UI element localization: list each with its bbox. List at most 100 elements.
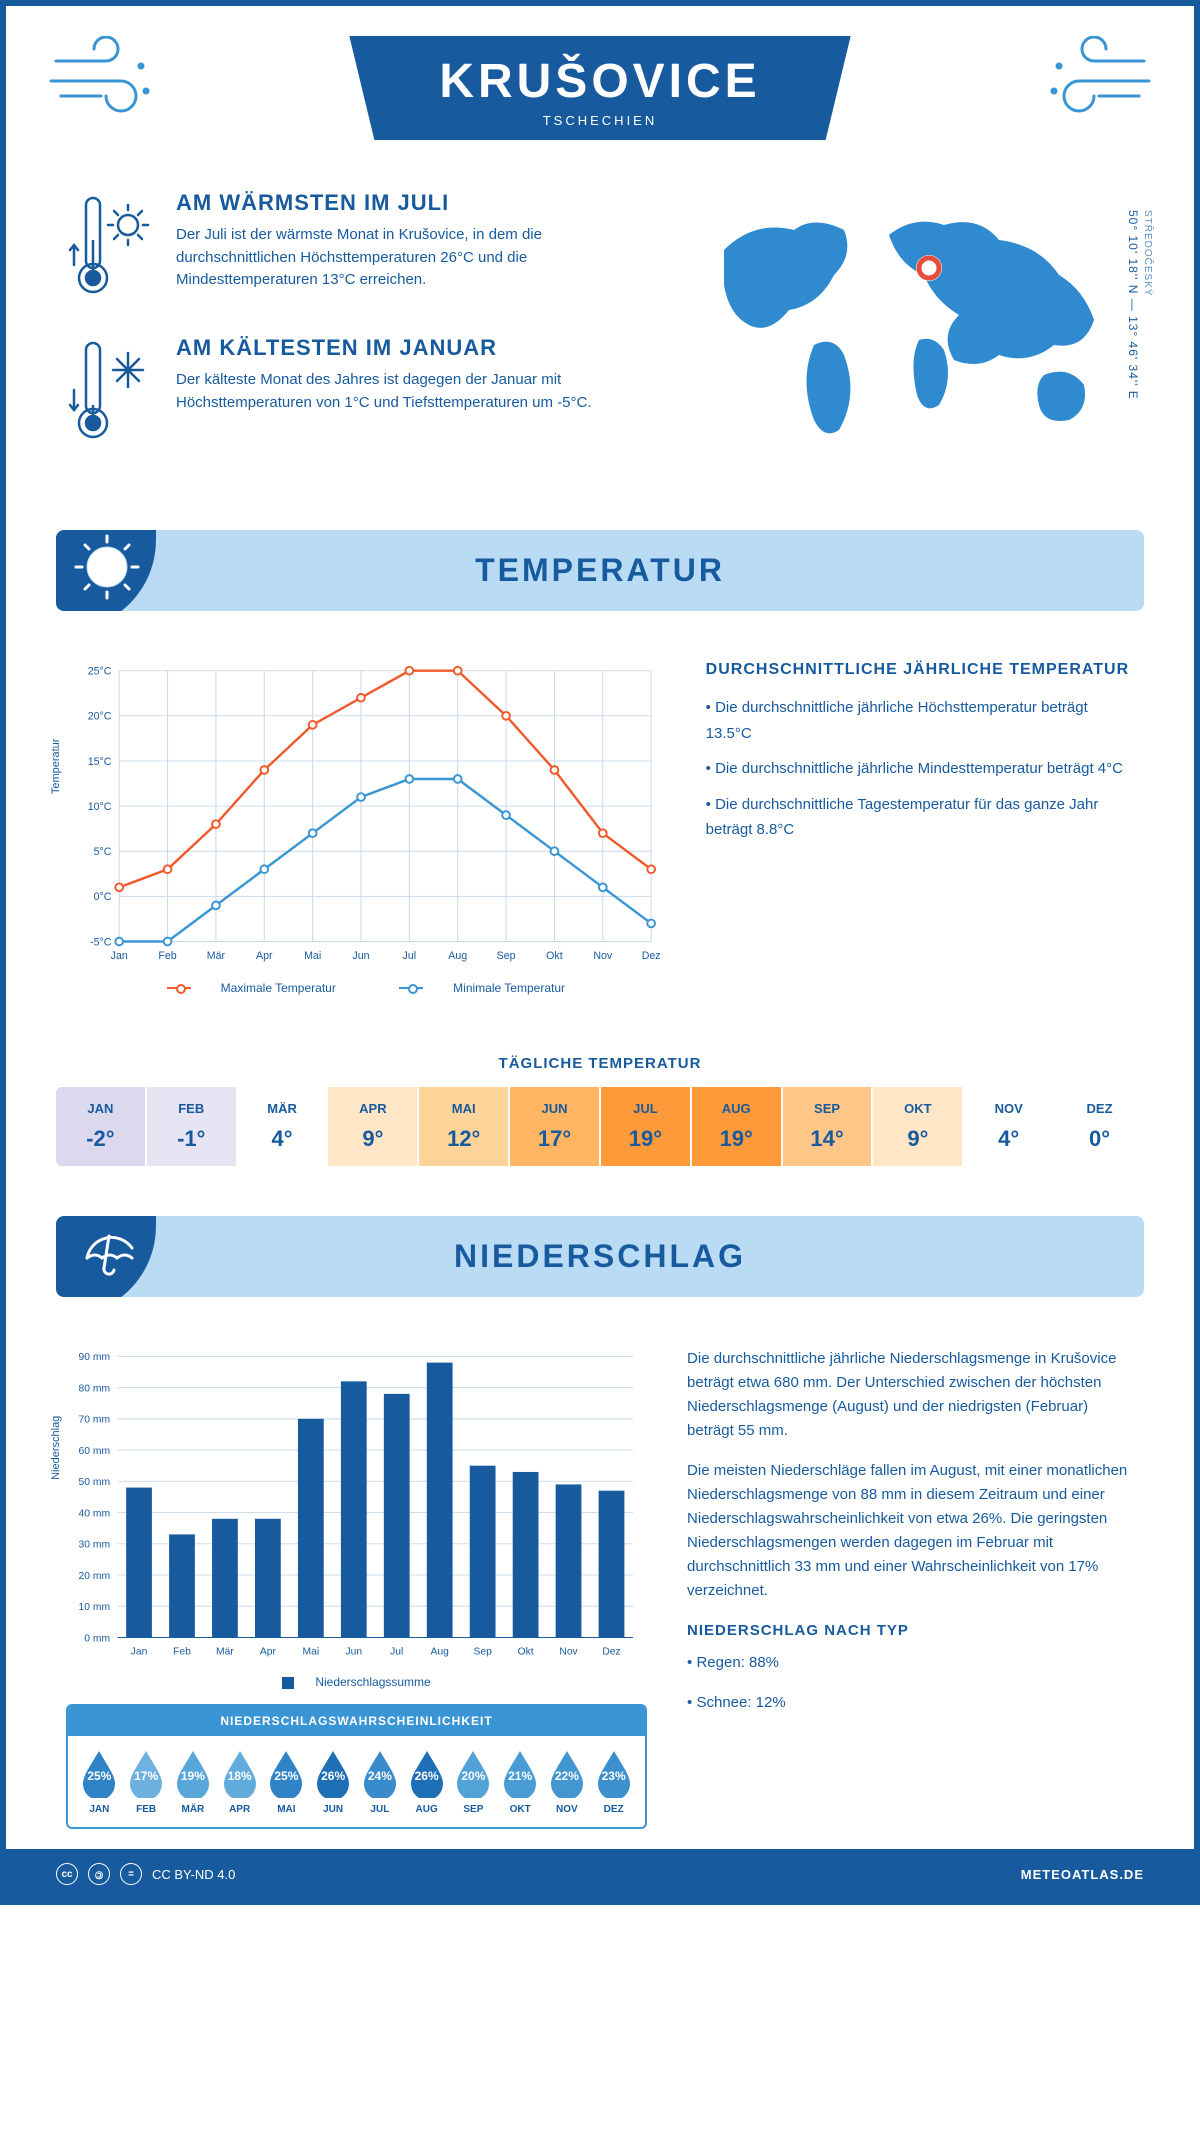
chart-legend: Niederschlagssumme [66, 1675, 647, 1689]
svg-text:20 mm: 20 mm [79, 1570, 110, 1581]
probability-cell: 18%APR [216, 1748, 263, 1815]
month-cell: MÄR4° [238, 1087, 329, 1166]
probability-cell: 17%FEB [123, 1748, 170, 1815]
umbrella-icon [56, 1216, 156, 1297]
precipitation-probability: NIEDERSCHLAGSWAHRSCHEINLICHKEIT 25%JAN17… [66, 1704, 647, 1829]
site-name: METEOATLAS.DE [1021, 1867, 1144, 1882]
svg-text:Dez: Dez [642, 950, 661, 962]
temperature-description: DURCHSCHNITTLICHE JÄHRLICHE TEMPERATUR •… [706, 661, 1134, 995]
probability-cell: 25%MAI [263, 1748, 310, 1815]
svg-text:Mär: Mär [207, 950, 226, 962]
month-cell: MAI12° [419, 1087, 510, 1166]
svg-text:50 mm: 50 mm [79, 1477, 110, 1488]
svg-text:10 mm: 10 mm [79, 1602, 110, 1613]
svg-text:Jul: Jul [390, 1646, 403, 1657]
month-cell: AUG19° [692, 1087, 783, 1166]
probability-cell: 26%AUG [403, 1748, 450, 1815]
title-banner: KRUŠOVICE TSCHECHIEN [349, 36, 850, 140]
cc-icon: cc [56, 1863, 78, 1885]
month-cell: FEB-1° [147, 1087, 238, 1166]
section-header-precipitation: NIEDERSCHLAG [56, 1216, 1144, 1297]
svg-text:Jun: Jun [345, 1646, 362, 1657]
daily-temp-title: TÄGLICHE TEMPERATUR [6, 1055, 1194, 1072]
wind-icon [46, 36, 166, 116]
header: KRUŠOVICE TSCHECHIEN [6, 6, 1194, 160]
svg-text:60 mm: 60 mm [79, 1445, 110, 1456]
svg-text:20°C: 20°C [88, 711, 112, 723]
svg-text:70 mm: 70 mm [79, 1414, 110, 1425]
month-cell: SEP14° [783, 1087, 874, 1166]
svg-text:30 mm: 30 mm [79, 1539, 110, 1550]
probability-cell: 23%DEZ [590, 1748, 637, 1815]
wind-icon [1034, 36, 1154, 116]
thermometer-hot-icon [66, 190, 156, 305]
precipitation-chart: Niederschlag 0 mm10 mm20 mm30 mm40 mm50 … [66, 1347, 647, 1830]
svg-text:Sep: Sep [497, 950, 516, 962]
section-title: TEMPERATUR [56, 552, 1144, 589]
world-map: STŘEDOČESKÝ 50° 10' 18'' N — 13° 46' 34'… [704, 190, 1134, 480]
svg-text:80 mm: 80 mm [79, 1383, 110, 1394]
svg-text:Aug: Aug [448, 950, 467, 962]
svg-text:Mär: Mär [216, 1646, 234, 1657]
svg-text:Jan: Jan [111, 950, 128, 962]
svg-text:25°C: 25°C [88, 666, 112, 678]
svg-text:Mai: Mai [303, 1646, 320, 1657]
summary-row: AM WÄRMSTEN IM JULI Der Juli ist der wär… [6, 160, 1194, 510]
daily-temp-table: JAN-2°FEB-1°MÄR4°APR9°MAI12°JUN17°JUL19°… [56, 1087, 1144, 1166]
svg-text:15°C: 15°C [88, 756, 112, 768]
svg-text:-5°C: -5°C [90, 936, 112, 948]
coldest-block: AM KÄLTESTEN IM JANUAR Der kälteste Mona… [66, 335, 664, 450]
warmest-block: AM WÄRMSTEN IM JULI Der Juli ist der wär… [66, 190, 664, 305]
warmest-title: AM WÄRMSTEN IM JULI [176, 190, 664, 216]
svg-text:Nov: Nov [559, 1646, 578, 1657]
svg-text:Feb: Feb [158, 950, 176, 962]
svg-text:Apr: Apr [260, 1646, 277, 1657]
month-cell: JUL19° [601, 1087, 692, 1166]
svg-text:Okt: Okt [546, 950, 563, 962]
section-title: NIEDERSCHLAG [56, 1238, 1144, 1275]
svg-text:Mai: Mai [304, 950, 321, 962]
month-cell: OKT9° [873, 1087, 964, 1166]
svg-text:Dez: Dez [602, 1646, 620, 1657]
svg-text:Jul: Jul [403, 950, 417, 962]
svg-text:0°C: 0°C [94, 891, 112, 903]
country-name: TSCHECHIEN [439, 113, 760, 128]
month-cell: JAN-2° [56, 1087, 147, 1166]
thermometer-cold-icon [66, 335, 156, 450]
probability-cell: 19%MÄR [170, 1748, 217, 1815]
precipitation-description: Die durchschnittliche jährliche Niedersc… [687, 1347, 1134, 1830]
sun-icon [56, 530, 156, 611]
city-name: KRUŠOVICE [439, 54, 760, 109]
chart-legend: Maximale Temperatur Minimale Temperatur [66, 981, 666, 995]
svg-text:Sep: Sep [473, 1646, 492, 1657]
temperature-chart: Temperatur -5°C0°C5°C10°C15°C20°C25°CJan… [66, 661, 666, 995]
svg-text:90 mm: 90 mm [79, 1352, 110, 1363]
svg-text:10°C: 10°C [88, 801, 112, 813]
svg-text:Jun: Jun [352, 950, 369, 962]
svg-text:Nov: Nov [593, 950, 613, 962]
warmest-text: Der Juli ist der wärmste Monat in Krušov… [176, 224, 664, 292]
probability-cell: 26%JUN [310, 1748, 357, 1815]
section-header-temperature: TEMPERATUR [56, 530, 1144, 611]
svg-text:Okt: Okt [518, 1646, 534, 1657]
svg-text:Aug: Aug [431, 1646, 450, 1657]
svg-text:Apr: Apr [256, 950, 273, 962]
probability-cell: 25%JAN [76, 1748, 123, 1815]
month-cell: NOV4° [964, 1087, 1055, 1166]
probability-cell: 21%OKT [497, 1748, 544, 1815]
by-icon: 🄯 [88, 1863, 110, 1885]
probability-cell: 22%NOV [544, 1748, 591, 1815]
svg-text:Feb: Feb [173, 1646, 191, 1657]
month-cell: JUN17° [510, 1087, 601, 1166]
coldest-text: Der kälteste Monat des Jahres ist dagege… [176, 369, 664, 414]
coldest-title: AM KÄLTESTEN IM JANUAR [176, 335, 664, 361]
coordinates: STŘEDOČESKÝ 50° 10' 18'' N — 13° 46' 34'… [1126, 210, 1154, 400]
license-text: CC BY-ND 4.0 [152, 1867, 235, 1882]
probability-cell: 20%SEP [450, 1748, 497, 1815]
probability-cell: 24%JUL [357, 1748, 404, 1815]
month-cell: DEZ0° [1055, 1087, 1144, 1166]
footer: cc 🄯 = CC BY-ND 4.0 METEOATLAS.DE [6, 1849, 1194, 1899]
svg-text:5°C: 5°C [94, 846, 112, 858]
month-cell: APR9° [328, 1087, 419, 1166]
svg-text:0 mm: 0 mm [84, 1633, 110, 1644]
